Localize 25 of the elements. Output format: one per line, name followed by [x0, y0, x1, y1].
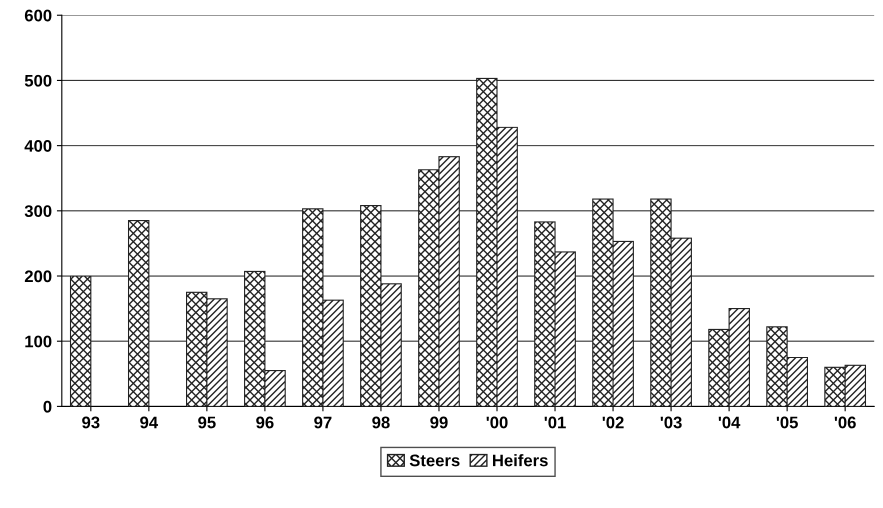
x-tick-label: 96 [256, 416, 274, 428]
x-tick-label: '03 [660, 416, 682, 428]
legend-label: Steers [410, 454, 460, 466]
y-tick-label: 600 [24, 10, 52, 22]
y-tick-label: 400 [24, 140, 52, 152]
bar [128, 220, 150, 406]
legend-label: Heifers [492, 454, 548, 466]
bar [70, 275, 92, 406]
x-tick-label: '05 [776, 416, 798, 428]
x-tick-label: 99 [430, 416, 448, 428]
x-tick-label: '00 [486, 416, 508, 428]
y-tick-label: 300 [24, 205, 52, 218]
x-tick-label: '04 [718, 416, 740, 428]
y-tick-label: 100 [25, 336, 52, 348]
y-tick-label: 200 [24, 270, 52, 282]
x-tick-label: 95 [198, 416, 216, 428]
x-tick-label: '06 [834, 416, 856, 428]
x-tick-label: '02 [602, 416, 624, 428]
x-tick-label: 98 [372, 416, 390, 428]
y-tick-label: 0 [43, 400, 52, 413]
x-tick-label: '01 [544, 416, 566, 428]
y-tick-label: 500 [24, 74, 52, 87]
x-tick-label: 94 [140, 416, 158, 428]
x-tick-label: 93 [82, 416, 100, 428]
x-tick-label: 97 [314, 416, 332, 428]
